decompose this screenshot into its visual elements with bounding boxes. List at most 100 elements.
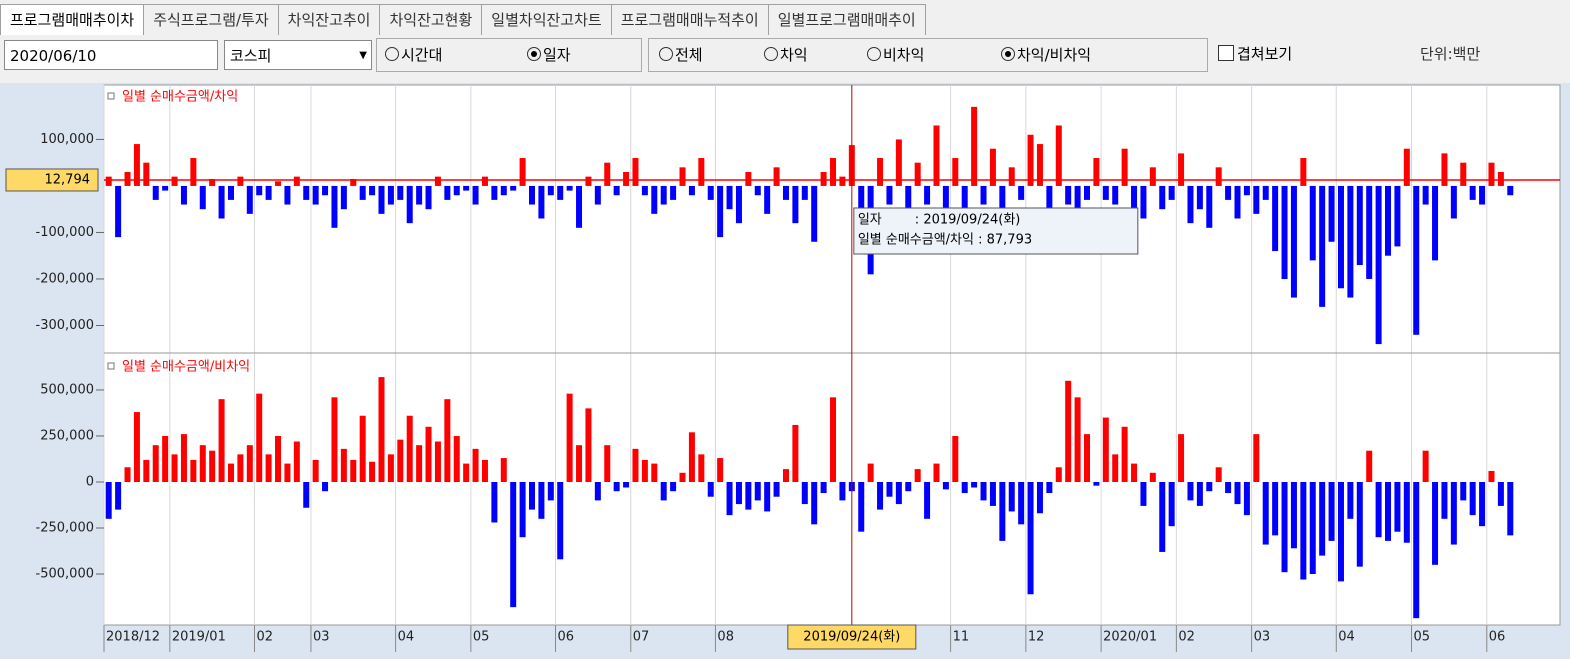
bar: [1093, 158, 1100, 186]
bar: [162, 185, 169, 191]
bar: [152, 185, 159, 200]
bar: [275, 181, 282, 186]
radio-label: 비차익: [883, 46, 925, 64]
bar: [1394, 185, 1401, 247]
bar: [1366, 185, 1373, 279]
bar: [801, 481, 808, 505]
bar: [557, 185, 564, 200]
radio[interactable]: 전체: [659, 39, 703, 71]
bar: [1027, 481, 1034, 595]
bar: [1018, 185, 1025, 200]
date-input[interactable]: 2020/06/10: [4, 40, 218, 70]
tab-bar: 프로그램매매추이차 주식프로그램/투자 차익잔고추이 차익잔고현황 일별차익잔고차트 프로…: [0, 4, 926, 35]
bar: [303, 481, 310, 508]
tab[interactable]: 프로그램매매누적추이: [610, 4, 769, 35]
bar: [924, 481, 931, 519]
x-tick-label: 2019/01: [172, 630, 226, 645]
bar: [905, 481, 912, 492]
bar: [773, 481, 780, 497]
bar: [679, 472, 686, 482]
bar: [1469, 481, 1476, 516]
tab[interactable]: 프로그램매매추이차: [0, 4, 145, 35]
bar: [623, 171, 630, 186]
tab[interactable]: 일별차익잔고차트: [481, 4, 612, 35]
bar: [801, 185, 808, 200]
radio[interactable]: 일자: [527, 39, 571, 71]
bar: [811, 481, 818, 525]
bar: [1507, 481, 1514, 536]
bar: [387, 185, 394, 205]
bar: [444, 399, 451, 482]
bar: [707, 481, 714, 497]
bar: [218, 185, 225, 219]
x-tick-label: 04: [1338, 630, 1355, 645]
radio[interactable]: 차익: [764, 39, 808, 71]
bar: [764, 481, 771, 512]
bar: [1206, 185, 1213, 228]
bar: [1356, 185, 1363, 266]
bar: [350, 178, 357, 186]
overlay-checkbox[interactable]: 겹쳐보기: [1218, 38, 1292, 70]
bar: [782, 185, 789, 200]
bar: [491, 185, 498, 200]
bar: [971, 106, 978, 186]
bar: [340, 448, 347, 482]
bar: [1356, 481, 1363, 567]
bar: [1272, 185, 1279, 252]
tab[interactable]: 주식프로그램/투자: [143, 4, 279, 35]
market-select[interactable]: 코스피 ▼: [224, 40, 372, 70]
bar: [980, 185, 987, 205]
tooltip-line: 일별 순매수금액/차익 : 87,793: [858, 233, 1032, 248]
bar: [1215, 467, 1222, 482]
bar: [1422, 450, 1429, 482]
bar: [218, 399, 225, 482]
bar: [792, 185, 799, 224]
bar: [284, 185, 291, 205]
bar: [1375, 481, 1382, 538]
tab[interactable]: 일별프로그램매매추이: [767, 4, 926, 35]
bar: [1121, 426, 1128, 482]
bar: [651, 463, 658, 482]
bar: [237, 454, 244, 482]
bar: [500, 185, 507, 196]
type-group: 전체 차익 비차익 차익/비차익: [648, 38, 1208, 72]
bar: [453, 435, 460, 482]
bar: [961, 481, 968, 494]
bar: [425, 185, 432, 210]
bar: [1403, 481, 1410, 543]
bar: [322, 185, 329, 196]
tooltip: [853, 207, 1139, 255]
bar: [180, 185, 187, 205]
bar: [340, 185, 347, 210]
bar: [275, 435, 282, 482]
bar: [444, 185, 451, 200]
chart-title: 일별 순매수금액/비차익: [122, 360, 250, 375]
current-label: 12,794: [45, 172, 91, 187]
radio-label: 차익: [780, 46, 808, 64]
title-marker: [107, 92, 115, 100]
bar: [171, 176, 178, 186]
bar: [1328, 481, 1335, 541]
x-tick-label: 06: [1489, 630, 1506, 645]
tab[interactable]: 차익잔고추이: [277, 4, 381, 35]
radio[interactable]: 시간대: [385, 39, 442, 71]
bar: [1300, 481, 1307, 580]
radio[interactable]: 차익/비차익: [1001, 39, 1091, 71]
bar: [1460, 481, 1467, 501]
radio[interactable]: 비차익: [867, 39, 924, 71]
bar: [1488, 470, 1495, 482]
bar: [1074, 397, 1081, 482]
bar: [1036, 144, 1043, 186]
bar: [1149, 167, 1156, 186]
bar: [312, 459, 319, 482]
x-tick-label: 11: [953, 630, 970, 645]
bar: [989, 481, 996, 506]
tab[interactable]: 차익잔고현황: [379, 4, 483, 35]
bar: [623, 481, 630, 488]
bar: [942, 481, 949, 490]
bar: [914, 162, 921, 186]
y-tick-label: -300,000: [36, 318, 94, 333]
bar: [1497, 481, 1504, 506]
bar: [754, 481, 761, 501]
bar: [322, 481, 329, 492]
